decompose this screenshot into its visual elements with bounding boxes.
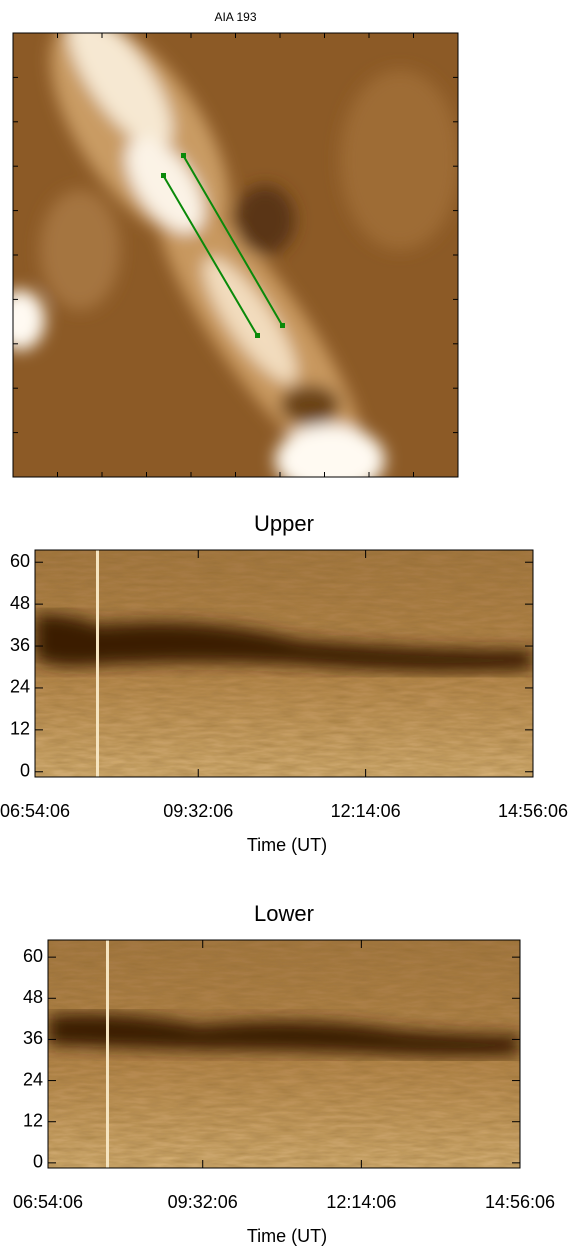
x-tick-label: 12:14:06 [331,801,401,821]
y-tick-label: 48 [23,987,43,1007]
panel-title: Lower [254,901,314,926]
y-tick-label: 0 [20,761,30,781]
aia-image [13,33,458,477]
x-tick-label: 06:54:06 [0,801,70,821]
lower-map [48,940,520,1168]
y-tick-label: 12 [10,719,30,739]
upper-map [35,550,533,777]
x-tick-label: 09:32:06 [163,801,233,821]
y-tick-label: 36 [10,635,30,655]
y-tick-label: 24 [10,677,30,697]
x-axis-label: Time (UT) [247,1226,327,1246]
y-tick-label: 60 [23,946,43,966]
x-tick-label: 14:56:06 [485,1192,555,1212]
x-tick-label: 06:54:06 [13,1192,83,1212]
x-tick-label: 09:32:06 [168,1192,238,1212]
image-ticks [13,33,458,477]
x-axis-label: Time (UT) [247,835,327,855]
y-tick-label: 60 [10,551,30,571]
y-tick-label: 36 [23,1028,43,1048]
y-tick-label: 24 [23,1069,43,1089]
lower-frame [47,939,521,1169]
upper-frame [34,549,534,778]
y-tick-label: 0 [33,1152,43,1172]
panel-title: AIA 193 [214,10,256,24]
y-tick-label: 12 [23,1110,43,1130]
x-tick-label: 14:56:06 [498,801,568,821]
x-tick-label: 12:14:06 [326,1192,396,1212]
panel-title: Upper [254,511,314,536]
y-tick-label: 48 [10,593,30,613]
